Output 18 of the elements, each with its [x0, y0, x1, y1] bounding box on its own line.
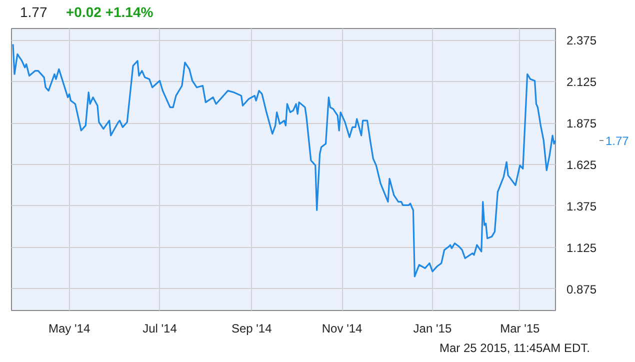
- y-tick-label: 1.125: [566, 240, 597, 255]
- y-tick-label: 1.375: [566, 199, 597, 214]
- x-tick-label: Jul '14: [142, 322, 178, 336]
- x-tick-label: Sep '14: [231, 322, 272, 336]
- text: Mar 25 2015, 11:45AM EDT.: [439, 340, 590, 357]
- y-tick-label: 1.625: [566, 158, 597, 172]
- y-tick-label: 0.875: [566, 282, 597, 296]
- x-tick-label: Mar '15: [500, 322, 540, 336]
- chart-subtitle: +0.02 +1.14%: [66, 3, 154, 22]
- x-tick-label: Jan '15: [413, 322, 452, 336]
- line-series: [12, 43, 556, 278]
- y-tick-label: 1.875: [566, 116, 597, 131]
- y-tick-label: 2.375: [566, 34, 597, 48]
- x-tick-label: Nov '14: [322, 322, 363, 336]
- chart-title: 1.77: [20, 3, 48, 22]
- text: 1.77: [606, 134, 630, 148]
- y-tick-label: 2.125: [566, 75, 597, 90]
- x-tick-label: May '14: [48, 322, 90, 336]
